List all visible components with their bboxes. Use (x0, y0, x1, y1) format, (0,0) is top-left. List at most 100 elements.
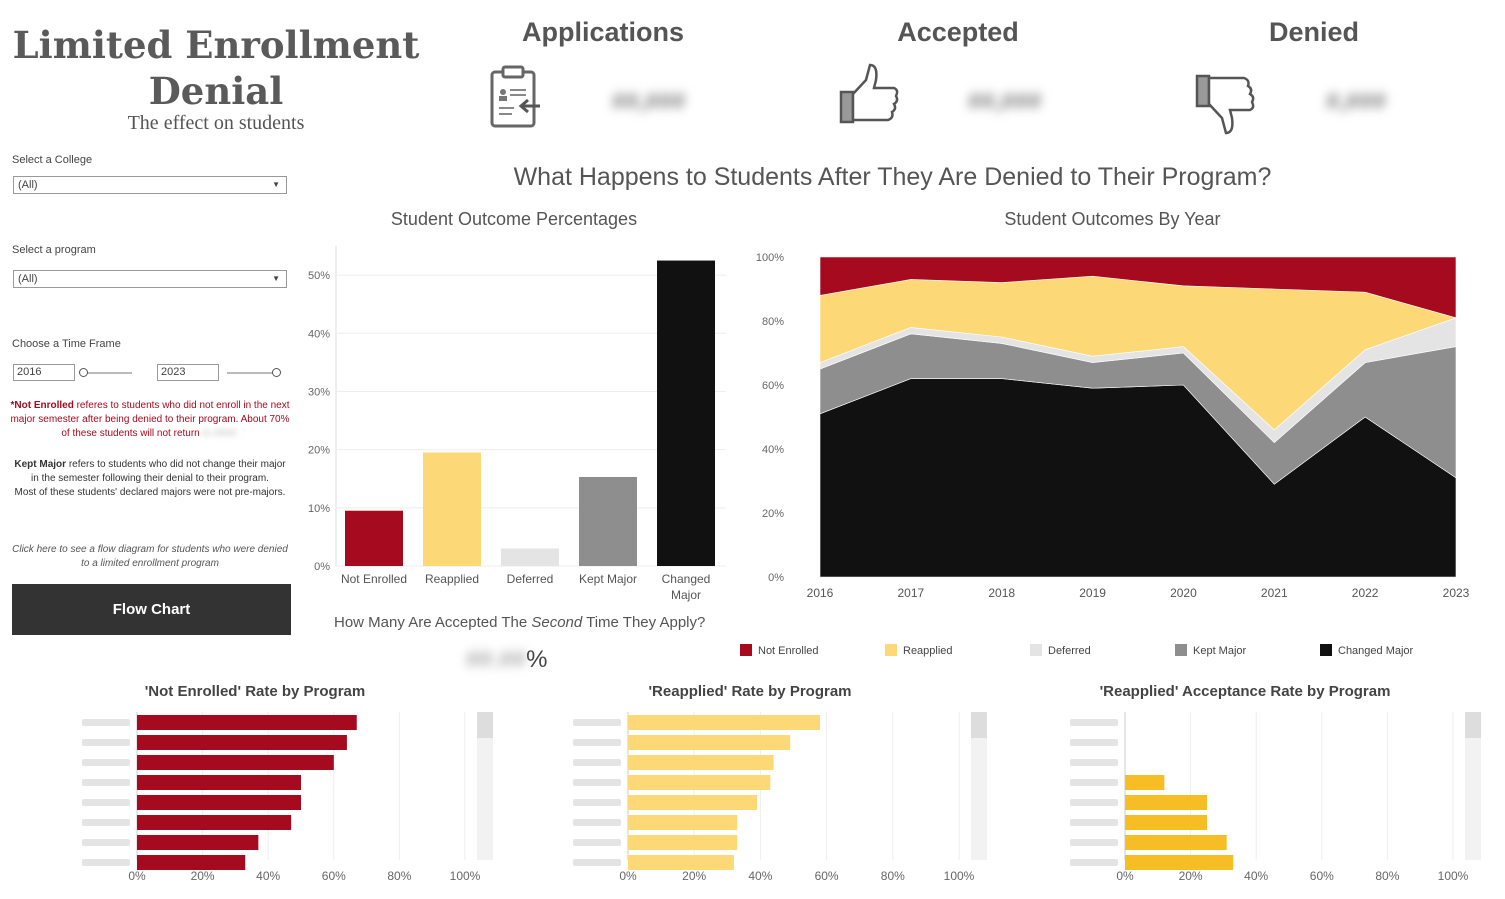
x-tick-label: 60% (815, 869, 839, 883)
program-select[interactable]: (All) ▼ (13, 270, 287, 288)
main-question: What Happens to Students After They Are … (513, 163, 1272, 191)
y-tick-label: 50% (308, 270, 330, 282)
legend-label: Reapplied (903, 645, 953, 657)
x-tick-label: 0% (128, 869, 146, 883)
legend-swatch (885, 644, 897, 656)
x-tick-label: 20% (1179, 869, 1203, 883)
bar (137, 855, 246, 870)
program-label-redacted (573, 859, 621, 866)
bar (1125, 855, 1234, 870)
legend-label: Deferred (1048, 645, 1091, 657)
outcomes-by-year-chart: 0% 20% 40% 60% 80% 100% 2016 2017 2018 2019 2020 20… (756, 252, 1470, 600)
reapplied-acceptance-chart: 0% 20% 40% 60% 80% 100% (1070, 712, 1481, 883)
x-tick-label: 100% (1438, 869, 1469, 883)
bar (628, 855, 734, 870)
bar (628, 795, 758, 810)
kpi-applications-value: ##,### (612, 88, 686, 115)
x-tick-label: 0% (619, 869, 637, 883)
start-year-slider-track[interactable] (82, 372, 132, 374)
x-tick-label: 40% (256, 869, 280, 883)
legend-item[interactable]: Reapplied (885, 644, 953, 657)
legend-label: Not Enrolled (758, 645, 819, 657)
legend-item[interactable]: Kept Major (1175, 644, 1246, 657)
not-enrolled-text: referes to students who did not enroll i… (10, 400, 290, 439)
bar (1125, 835, 1227, 850)
y-tick-label: 40% (762, 444, 784, 456)
kpi-denied-label: Denied (1268, 17, 1360, 47)
y-tick-label: 60% (762, 380, 784, 392)
kept-major-text-2: Most of these students' declared majors … (14, 487, 286, 498)
x-tick-label: 60% (322, 869, 346, 883)
second-time-suffix: Time They Apply? (582, 614, 706, 631)
x-tick-label: 40% (1244, 869, 1268, 883)
program-label-redacted (1070, 859, 1118, 866)
program-label-redacted (1070, 759, 1118, 766)
x-tick-label: Reapplied (425, 572, 479, 586)
thumbs-down-icon (1195, 74, 1255, 135)
scrollbar-track (477, 712, 493, 860)
program-label-redacted (1070, 719, 1118, 726)
bar (137, 755, 334, 770)
y-tick-label: 100% (756, 252, 784, 264)
bar (628, 775, 771, 790)
second-time-prefix: How Many Are Accepted The (334, 614, 532, 631)
y-tick-label: 40% (308, 328, 330, 340)
title-line-2: Denial (148, 69, 284, 113)
scrollbar-thumb (1465, 712, 1481, 738)
x-tick-label: 60% (1310, 869, 1334, 883)
area-series (819, 256, 1457, 319)
bar (501, 548, 559, 566)
kpi-denied-value: #,### (1326, 88, 1387, 115)
not-enrolled-note: *Not Enrolled referes to students who di… (10, 399, 290, 441)
program-label-redacted (573, 779, 621, 786)
x-tick-label: Changed (662, 572, 711, 586)
program-label-redacted (573, 819, 621, 826)
thumbs-up-icon (839, 63, 899, 124)
reapplied-rate-chart: 0% 20% 40% 60% 80% 100% (573, 712, 987, 883)
bar (1125, 815, 1207, 830)
x-tick-label: 2020 (1170, 586, 1197, 600)
program-label-redacted (573, 719, 621, 726)
legend-swatch (1030, 644, 1042, 656)
program-select-value: (All) (18, 273, 38, 285)
college-select[interactable]: (All) ▼ (13, 176, 287, 194)
y-tick-label: 20% (762, 508, 784, 520)
legend-item[interactable]: Deferred (1030, 644, 1091, 657)
program-label-redacted (82, 819, 130, 826)
bar (137, 715, 357, 730)
dashboard-title: Limited Enrollment Denial (0, 22, 432, 114)
end-year-slider-handle[interactable] (272, 368, 281, 377)
program-label-redacted (82, 799, 130, 806)
end-year-slider-track[interactable] (227, 372, 277, 374)
end-year-input[interactable]: 2023 (157, 364, 219, 381)
legend-item[interactable]: Not Enrolled (740, 644, 819, 657)
college-filter-label: Select a College (12, 154, 93, 166)
start-year-slider-handle[interactable] (79, 368, 88, 377)
second-time-value: ##.##% (466, 646, 547, 674)
legend-swatch (1320, 644, 1332, 656)
legend-swatch (740, 644, 752, 656)
outcomes-legend: Not Enrolled Reapplied Deferred Kept Major C… (740, 644, 1460, 662)
kept-major-text: refers to students who did not change th… (31, 459, 286, 484)
scrollbar-track (971, 712, 987, 860)
kept-major-term: Kept Major (14, 459, 67, 470)
y-tick-label: 0% (314, 561, 330, 573)
program-label-redacted (82, 759, 130, 766)
program-label-redacted (82, 739, 130, 746)
timeframe-label: Choose a Time Frame (12, 338, 121, 350)
kpi-applications-label: Applications (521, 17, 684, 47)
chevron-down-icon: ▼ (272, 180, 280, 189)
reapplied-rate-title: 'Reapplied' Rate by Program (648, 683, 852, 700)
y-tick-label: 0% (768, 572, 784, 584)
program-filter-label: Select a program (12, 244, 96, 256)
program-label-redacted (1070, 839, 1118, 846)
y-tick-label: 30% (308, 386, 330, 398)
legend-item[interactable]: Changed Major (1320, 644, 1413, 657)
outcome-percentages-chart: 0% 10% 20% 30% 40% 50% Not Enrolled Reapplied De… (308, 246, 726, 602)
scrollbar-thumb (477, 712, 493, 738)
x-tick-label: 2023 (1443, 586, 1470, 600)
start-year-input[interactable]: 2016 (13, 364, 75, 381)
bar (628, 835, 738, 850)
flow-chart-button[interactable]: Flow Chart (12, 584, 291, 635)
bar (423, 452, 481, 566)
